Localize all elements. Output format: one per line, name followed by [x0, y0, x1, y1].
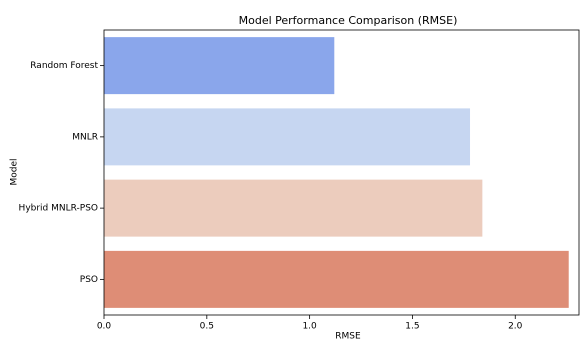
y-axis-label: Model — [10, 158, 20, 185]
bar — [104, 108, 471, 166]
bar — [104, 250, 569, 308]
chart-title: Model Performance Comparison (RMSE) — [239, 14, 458, 27]
x-tick-label: 1.0 — [302, 322, 317, 332]
bar — [104, 179, 483, 237]
x-tick-label: 1.5 — [405, 322, 419, 332]
x-axis-label: RMSE — [335, 332, 361, 340]
x-tick-label: 0.0 — [97, 322, 112, 332]
y-tick-label: Random Forest — [30, 61, 98, 71]
y-tick-label: PSO — [80, 275, 98, 285]
bar — [104, 37, 335, 95]
y-tick-label: MNLR — [72, 132, 98, 142]
x-tick-label: 2.0 — [508, 322, 523, 332]
plot-frame — [103, 29, 580, 316]
y-tick-label: Hybrid MNLR-PSO — [19, 204, 98, 214]
x-tick-label: 0.5 — [200, 322, 214, 332]
